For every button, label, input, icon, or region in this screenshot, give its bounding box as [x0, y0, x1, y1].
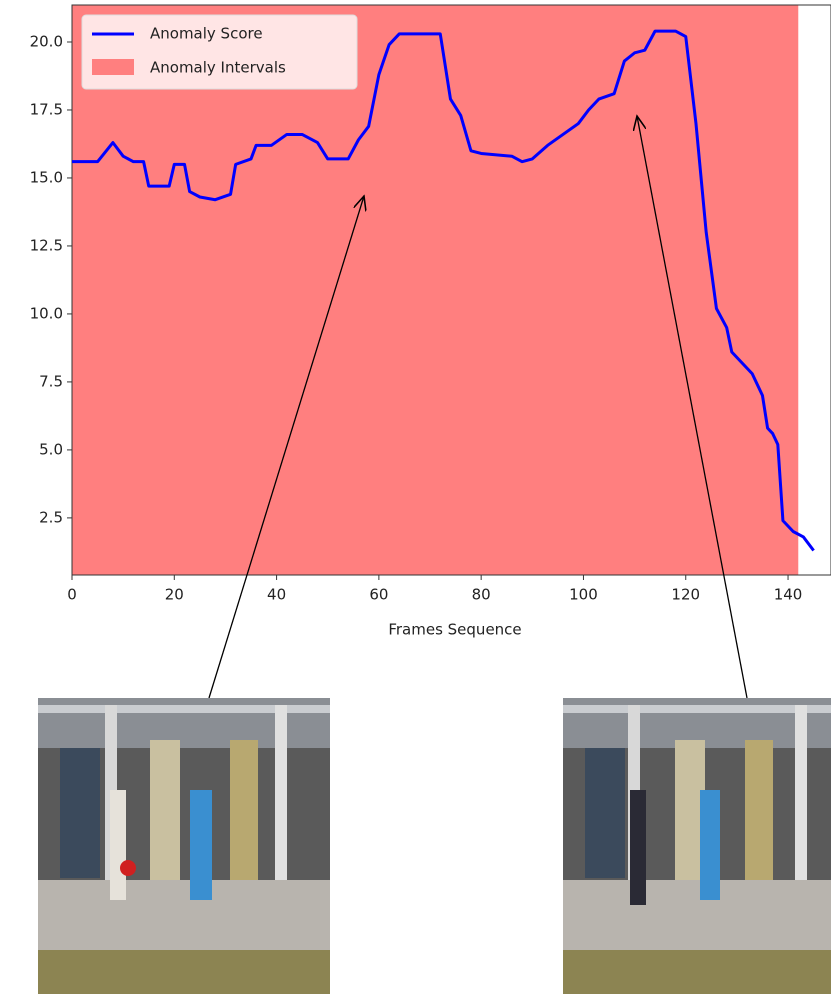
y-tick-label: 20.0: [30, 32, 63, 50]
x-tick-label: 100: [569, 586, 598, 604]
chart: 2.5 5.0 7.5 10.0 12.5 15.0 17.5 20.0 0 20 40 60 80 10…: [0, 0, 831, 994]
legend-label: Anomaly Intervals: [150, 59, 286, 77]
y-tick-label: 10.0: [30, 304, 63, 322]
plot-area: 2.5 5.0 7.5 10.0 12.5 15.0 17.5 20.0 0 20 40 60 80 10…: [30, 5, 831, 604]
y-tick-label: 5.0: [39, 440, 63, 458]
x-tick-label: 60: [369, 586, 388, 604]
y-tick-label: 15.0: [30, 168, 63, 186]
x-tick-label: 140: [774, 586, 803, 604]
legend-label: Anomaly Score: [150, 25, 263, 43]
legend-swatch: [92, 59, 134, 75]
page: {"chart_data": {"type": "line", "xlabel"…: [0, 0, 831, 994]
y-tick-label: 17.5: [30, 100, 63, 118]
x-tick-label: 120: [671, 586, 700, 604]
y-tick-label: 12.5: [30, 236, 63, 254]
x-tick-label: 0: [67, 586, 77, 604]
x-tick-label: 40: [267, 586, 286, 604]
x-tick-label: 80: [472, 586, 491, 604]
x-axis-label: Frames Sequence: [388, 621, 521, 639]
frame-image: [563, 698, 831, 994]
y-tick-label: 7.5: [39, 372, 63, 390]
anomaly-interval: [72, 5, 798, 575]
y-tick-label: 2.5: [39, 508, 63, 526]
x-tick-label: 20: [165, 586, 184, 604]
frame-image: [38, 698, 330, 994]
